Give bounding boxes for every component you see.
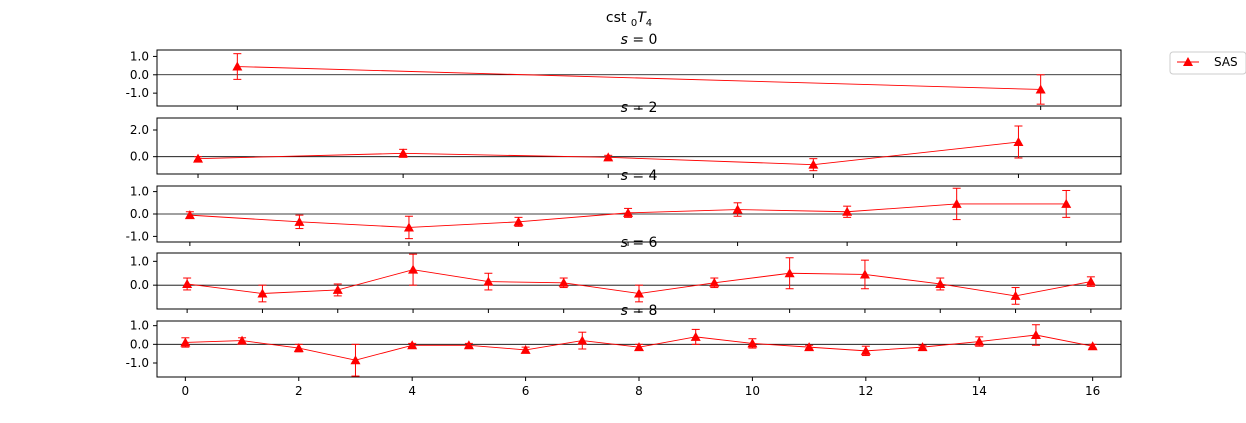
- xtick-label: 10: [745, 384, 760, 398]
- subplot-title: s = 2: [621, 100, 658, 116]
- data-point: [603, 152, 614, 162]
- data-point: [558, 277, 569, 287]
- data-point: [237, 335, 248, 345]
- series-sas: [232, 53, 1046, 105]
- data-point: [407, 340, 418, 350]
- data-point: [842, 206, 853, 216]
- data-point: [1013, 137, 1024, 146]
- data-point: [577, 335, 588, 345]
- data-point: [293, 343, 304, 353]
- data-point: [747, 338, 758, 348]
- data-point: [1010, 290, 1021, 300]
- legend: SAS: [1169, 51, 1246, 75]
- xtick-label: 0: [182, 384, 190, 398]
- xtick-label: 16: [1085, 384, 1100, 398]
- ytick-label: -1.0: [126, 356, 149, 370]
- ytick-label: 1.0: [130, 185, 149, 199]
- ytick-label: 0.0: [130, 68, 149, 82]
- xtick-label: 12: [858, 384, 873, 398]
- data-point: [951, 198, 962, 208]
- data-point: [974, 336, 985, 346]
- data-point: [257, 288, 268, 298]
- data-point: [408, 264, 419, 274]
- subplot-title: s = 6: [621, 235, 658, 251]
- data-point: [180, 337, 191, 347]
- data-point: [520, 344, 531, 354]
- ytick-label: 0.0: [130, 207, 149, 221]
- figure-title: cst 0T4: [606, 10, 652, 29]
- ytick-label: 1.0: [130, 49, 149, 63]
- data-point: [184, 210, 195, 220]
- data-point: [1035, 84, 1046, 94]
- data-point: [403, 222, 414, 232]
- data-point: [860, 345, 871, 355]
- xtick-label: 6: [522, 384, 530, 398]
- subplot-s4: s = 4 1.0 0.0 -1.0: [126, 168, 1122, 246]
- data-point: [182, 278, 193, 288]
- data-point: [332, 284, 343, 294]
- ytick-label: 0.0: [130, 278, 149, 292]
- data-point: [634, 288, 644, 298]
- data-point: [1030, 330, 1041, 339]
- xtick-label: 4: [408, 384, 416, 398]
- data-point: [463, 340, 474, 350]
- xtick-label: 2: [295, 384, 303, 398]
- xtick-label: 8: [635, 384, 643, 398]
- subplot-s6: s = 6 1.0 0.0: [130, 235, 1122, 313]
- data-point: [917, 342, 928, 352]
- xtick-label: 14: [972, 384, 987, 398]
- subplot-s2: s = 2 2.0 0.0: [130, 100, 1122, 178]
- data-point: [1061, 198, 1072, 208]
- data-point: [1085, 276, 1096, 286]
- ytick-label: 2.0: [130, 123, 149, 137]
- axes-frame: [156, 117, 1122, 175]
- ytick-label: 0.0: [130, 337, 149, 351]
- data-point: [859, 269, 870, 279]
- subplot-title: s = 8: [621, 303, 658, 319]
- data-point: [784, 268, 795, 278]
- series-line: [237, 66, 1041, 90]
- ytick-label: -1.0: [126, 229, 149, 243]
- data-point: [732, 204, 743, 214]
- data-point: [808, 159, 819, 169]
- legend-marker: [1183, 57, 1193, 66]
- data-point: [483, 276, 494, 286]
- ytick-label: 1.0: [130, 319, 149, 333]
- data-point: [623, 207, 634, 217]
- subplot-s8: s = 8 1.0 0.0 -1.0 0 2 4 6 8 10 12 14 16: [126, 303, 1122, 398]
- series-sas: [182, 253, 1096, 305]
- data-point: [294, 216, 305, 226]
- ytick-label: -1.0: [126, 86, 149, 100]
- ytick-label: 1.0: [130, 254, 149, 268]
- data-point: [193, 153, 204, 163]
- data-point: [398, 148, 409, 158]
- data-point: [232, 61, 243, 71]
- subplot-title: s = 4: [621, 168, 658, 184]
- ytick-label: 0.0: [130, 150, 149, 164]
- data-point: [935, 278, 946, 288]
- data-point: [513, 216, 524, 226]
- data-point: [690, 331, 701, 341]
- series-sas: [193, 125, 1024, 172]
- legend-label: SAS: [1214, 55, 1238, 69]
- subplot-title: s = 0: [621, 32, 658, 48]
- subplots: s = 0 1.0 0.0 -1.0 s = 2 2.0 0.0 s = 4 1.0 0.0 -1.…: [126, 32, 1122, 398]
- data-point: [804, 342, 815, 352]
- data-point: [634, 342, 644, 352]
- data-point: [709, 277, 720, 287]
- legend-frame: [1169, 51, 1246, 75]
- data-point: [350, 355, 361, 365]
- subplot-s0: s = 0 1.0 0.0 -1.0: [126, 32, 1122, 110]
- series-sas: [184, 187, 1072, 240]
- series-sas: [180, 324, 1098, 377]
- data-point: [1087, 341, 1098, 351]
